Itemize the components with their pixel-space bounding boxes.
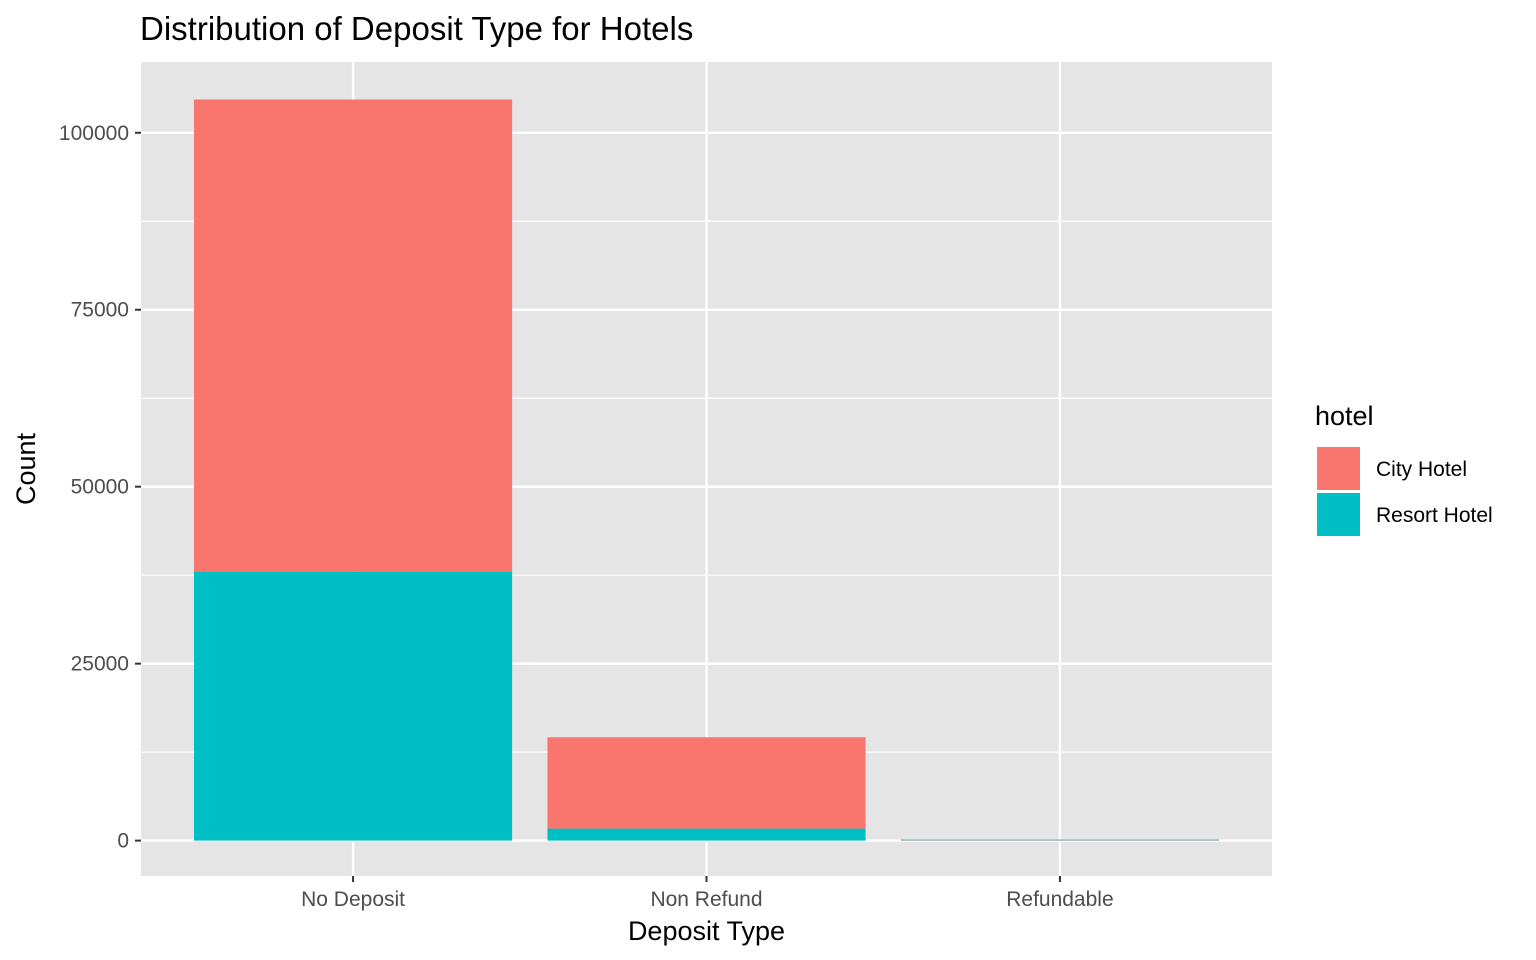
legend-title: hotel [1315,401,1374,431]
x-axis-title: Deposit Type [628,916,785,946]
x-tick-label: Refundable [1006,888,1113,911]
y-tick-label: 50000 [71,476,129,499]
y-axis: 0 25000 50000 75000 100000 [59,122,141,853]
legend-key-city-hotel [1315,445,1362,492]
x-tick-label: No Deposit [301,888,405,911]
y-tick-label: 0 [117,830,129,853]
x-tick-label: Non Refund [650,888,762,911]
bar-resort-hotel-no-deposit [194,571,513,841]
bar-city-hotel-non-refund [547,737,866,829]
bar-city-hotel-refundable [900,839,1219,841]
x-axis: No Deposit Non Refund Refundable [301,876,1114,911]
chart-title: Distribution of Deposit Type for Hotels [140,10,693,47]
y-axis-title: Count [11,432,41,505]
legend-label: City Hotel [1376,458,1467,481]
y-tick-label: 100000 [59,122,129,145]
legend: hotel City Hotel Resort Hotel [1315,401,1493,538]
bar-city-hotel-no-deposit [194,99,513,572]
bar-resort-hotel-non-refund [547,828,866,841]
y-tick-label: 25000 [71,653,129,676]
legend-key-resort-hotel [1315,491,1362,538]
y-tick-label: 75000 [71,299,129,322]
legend-label: Resort Hotel [1376,504,1493,527]
bars [194,99,1219,841]
